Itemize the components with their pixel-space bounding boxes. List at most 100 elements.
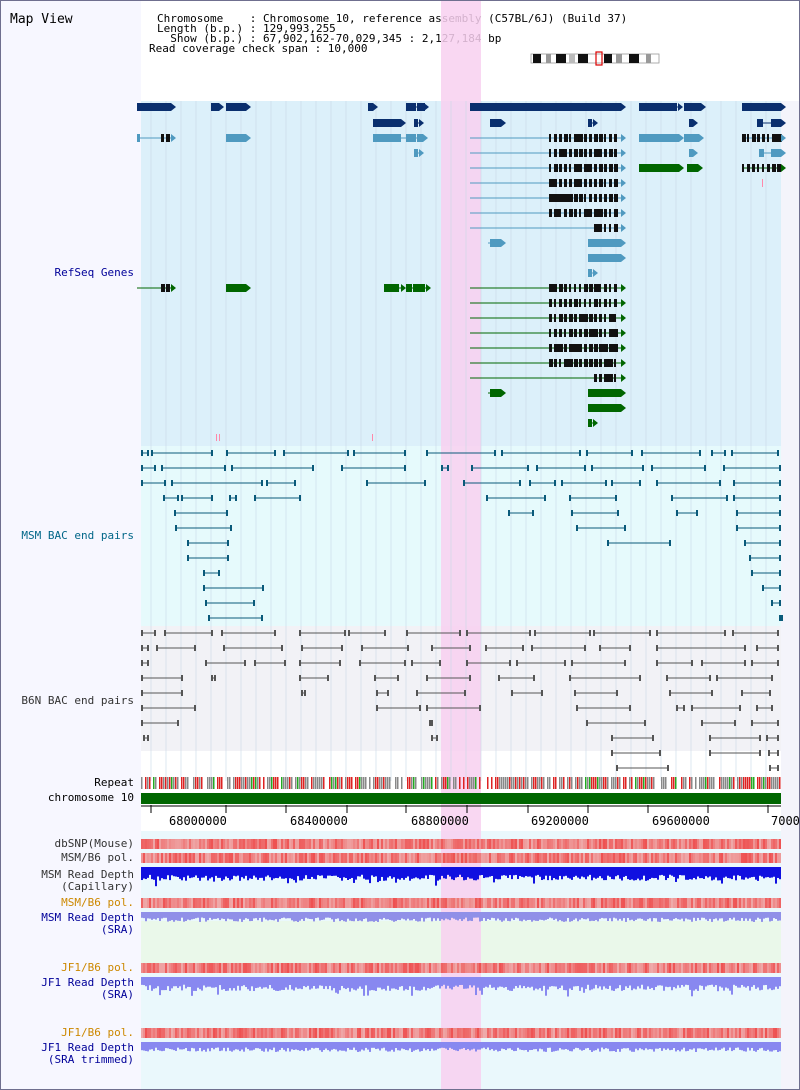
- msm-depth-sra-bar: [691, 912, 693, 922]
- jf1-pol-trimmed-cell: [203, 1028, 205, 1038]
- jf1-pol-cell: [269, 963, 271, 973]
- msm-pol-cell: [739, 853, 741, 863]
- b6n-bac-pair: [254, 660, 286, 666]
- track-label-jf1-pol-trimmed[interactable]: JF1/B6 pol.: [61, 1026, 134, 1039]
- msm-pol-sra-cell: [493, 898, 495, 908]
- jf1-depth-bar: [379, 977, 381, 988]
- page-title: Map View: [10, 12, 73, 27]
- jf1-depth-bar: [607, 977, 609, 989]
- jf1-pol-cell: [261, 963, 263, 973]
- jf1-depth-trimmed-bar: [225, 1042, 227, 1052]
- msm-depth-cap-bar: [433, 867, 435, 876]
- msm-depth-cap-bar: [649, 867, 651, 879]
- jf1-pol-trimmed-cell: [677, 1028, 679, 1038]
- jf1-pol-cell: [627, 963, 629, 973]
- dbsnp-cell: [359, 839, 361, 849]
- jf1-pol-cell: [665, 963, 667, 973]
- dbsnp-cell: [299, 839, 301, 849]
- msm-pol-cell: [317, 853, 319, 863]
- jf1-pol-cell: [363, 963, 365, 973]
- track-label-b6n-bac[interactable]: B6N BAC end pairs: [21, 694, 134, 707]
- track-label-dbsnp[interactable]: dbSNP(Mouse): [54, 837, 134, 850]
- track-label-refseq[interactable]: RefSeq Genes: [54, 266, 134, 279]
- msm-depth-cap-bar: [281, 867, 283, 879]
- track-label-jf1-pol[interactable]: JF1/B6 pol.: [61, 961, 134, 974]
- msm-depth-sra-bar: [549, 912, 551, 918]
- repeat-element: [593, 777, 595, 789]
- gene-exon: [554, 209, 559, 217]
- jf1-pol-cell: [479, 963, 481, 973]
- track-label-msm-pol[interactable]: MSM/B6 pol.: [61, 851, 134, 864]
- jf1-depth-trimmed-bar: [463, 1042, 465, 1048]
- jf1-depth-trimmed-bar: [415, 1042, 417, 1050]
- bac-end-left: [226, 450, 228, 456]
- jf1-pol-cell: [331, 963, 333, 973]
- msm-depth-sra-bar: [603, 912, 605, 919]
- dbsnp-cell: [559, 839, 561, 849]
- msm-depth-sra-bar: [147, 912, 149, 919]
- track-label-repeat[interactable]: Repeat: [94, 776, 134, 789]
- track-label-msm-depth-cap[interactable]: MSM Read Depth: [41, 868, 134, 881]
- dbsnp-cell: [239, 839, 241, 849]
- repeat-element: [413, 777, 415, 789]
- gene-exon: [772, 134, 777, 142]
- msm-pol-sra-cell: [159, 898, 161, 908]
- bac-end-right: [629, 645, 631, 651]
- jf1-depth-trimmed-bar: [243, 1042, 245, 1052]
- msm-depth-sra-bar: [277, 912, 279, 922]
- msm-pol-cell: [141, 853, 143, 863]
- msm-pol-cell: [573, 853, 575, 863]
- jf1-pol-trimmed-cell: [453, 1028, 455, 1038]
- msm-pol-sra-cell: [687, 898, 689, 908]
- jf1-depth-bar: [467, 977, 469, 989]
- msm-pol-sra-cell: [393, 898, 395, 908]
- track-label-msm-pol-sra[interactable]: MSM/B6 pol.: [61, 896, 134, 909]
- msm-pol-sra-cell: [217, 898, 219, 908]
- jf1-pol-cell: [515, 963, 517, 973]
- msm-depth-cap-bar: [511, 867, 513, 880]
- track-label-msm-depth-sra[interactable]: MSM Read Depth: [41, 911, 134, 924]
- msm-depth-sra-bar: [257, 912, 259, 921]
- jf1-pol-cell: [369, 963, 371, 973]
- jf1-pol-cell: [525, 963, 527, 973]
- track-label-chromosome[interactable]: chromosome 10: [47, 791, 134, 804]
- dbsnp-cell: [153, 839, 155, 849]
- jf1-depth-trimmed-bar: [233, 1042, 235, 1051]
- jf1-depth-bar: [247, 977, 249, 990]
- track-label-jf1-depth-trimmed[interactable]: JF1 Read Depth: [41, 1041, 134, 1054]
- msm-depth-sra-bar: [677, 912, 679, 920]
- msm-pol-cell: [281, 853, 283, 863]
- dbsnp-cell: [141, 839, 143, 849]
- msm-pol-sra-cell: [201, 898, 203, 908]
- msm-pol-cell: [663, 853, 665, 863]
- track-label-msm-bac[interactable]: MSM BAC end pairs: [21, 529, 134, 542]
- msm-pol-sra-cell: [567, 898, 569, 908]
- jf1-pol-cell: [615, 963, 617, 973]
- jf1-pol-cell: [593, 963, 595, 973]
- msm-depth-cap-bar: [739, 867, 741, 876]
- jf1-pol-cell: [383, 963, 385, 973]
- b6n-bac-pair: [406, 630, 461, 636]
- jf1-pol-cell: [587, 963, 589, 973]
- msm-depth-sra-bar: [545, 912, 547, 920]
- jf1-depth-bar: [543, 977, 545, 986]
- msm-depth-sra-bar: [445, 912, 447, 919]
- gene-exon: [569, 134, 571, 142]
- jf1-pol-trimmed-cell: [575, 1028, 577, 1038]
- repeat-element: [731, 777, 733, 789]
- msm-depth-sra-bar: [161, 912, 163, 919]
- chromosome-ideogram[interactable]: [1, 1, 800, 71]
- gene-exon: [559, 164, 562, 172]
- jf1-depth-bar: [169, 977, 171, 991]
- jf1-pol-trimmed-cell: [629, 1028, 631, 1038]
- dbsnp-cell: [335, 839, 337, 849]
- track-label-jf1-depth[interactable]: JF1 Read Depth: [41, 976, 134, 989]
- repeat-element: [479, 777, 481, 789]
- dbsnp-cell: [391, 839, 393, 849]
- jf1-depth-trimmed-bar: [167, 1042, 169, 1049]
- msm-depth-cap-bar: [227, 867, 229, 878]
- gene-strand-arrow: [424, 103, 429, 111]
- msm-pol-cell: [367, 853, 369, 863]
- msm-pol-sra-cell: [249, 898, 251, 908]
